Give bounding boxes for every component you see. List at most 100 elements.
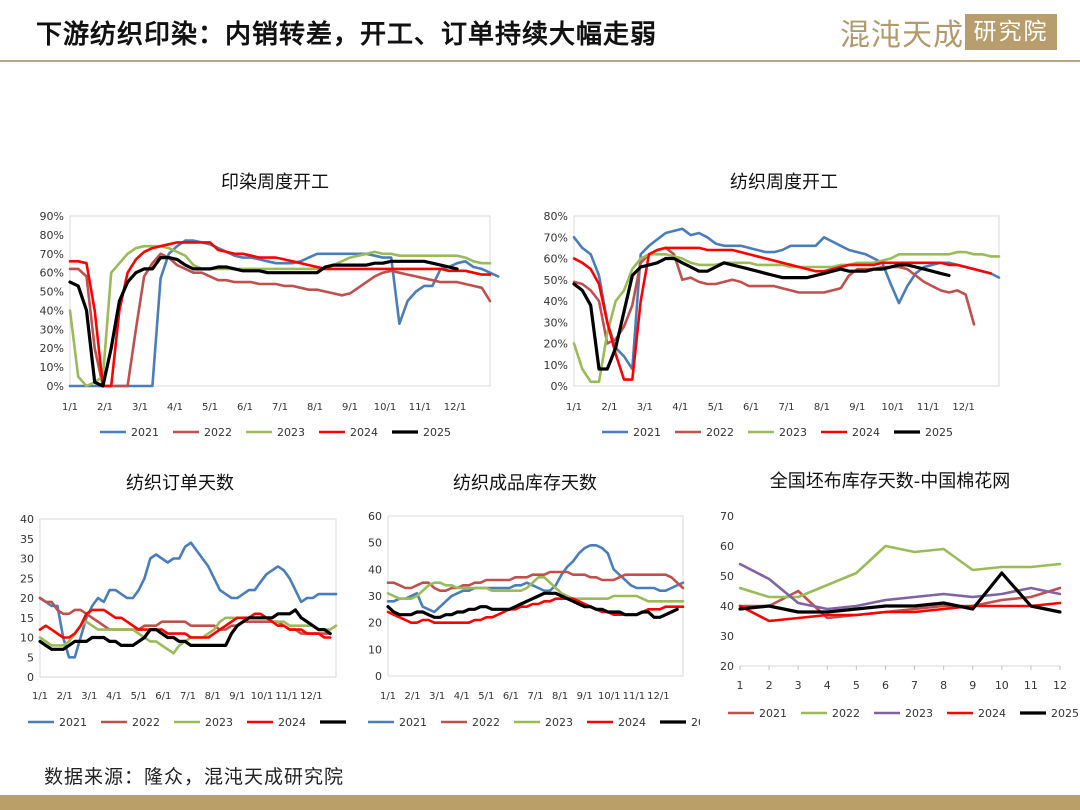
plot-area (573, 215, 1000, 387)
x-tick-label: 7/1 (272, 402, 288, 413)
series-line-2023 (38, 616, 338, 655)
legend-label-2023: 2023 (277, 426, 305, 439)
x-tick-label: 12/1 (300, 691, 322, 702)
legend-label-2022: 2022 (132, 716, 160, 729)
series-line-2023 (738, 562, 1062, 611)
x-tick-label: 11 (1024, 679, 1038, 692)
series-line-2021 (572, 227, 1001, 371)
series-line-2022 (572, 246, 976, 345)
x-tick-label: 12/1 (952, 402, 974, 413)
x-tick-label: 3/1 (132, 402, 148, 413)
y-tick-label: 60% (544, 253, 568, 266)
x-tick-label: 10/1 (882, 402, 904, 413)
y-tick-label: 40 (368, 563, 382, 576)
x-tick-label: 4/1 (672, 402, 688, 413)
x-tick-label: 9 (969, 679, 976, 692)
x-tick-label: 2/1 (57, 691, 73, 702)
series-line-2025 (386, 591, 679, 619)
chart-textile-operating-rate: 纺织周度开工 0% 10% 20% 30% 40% 50% 60% 70% 80% 1/1 2/1 3/… (544, 172, 1001, 439)
y-tick-label: 20% (40, 342, 64, 355)
legend-label-2021: 2021 (59, 716, 87, 729)
y-tick-label: 20 (20, 592, 34, 605)
chart-title: 全国坯布库存天数-中国棉花网 (770, 471, 1011, 492)
legend-label-2021: 2021 (633, 426, 661, 439)
x-tick-label: 7/1 (180, 691, 196, 702)
x-tick-label: 8/1 (814, 402, 830, 413)
x-tick-label: 1/1 (62, 402, 78, 413)
y-tick-label: 20% (544, 338, 568, 351)
legend-label-2021: 2021 (399, 716, 427, 729)
y-tick-label: 40 (20, 513, 34, 526)
series-line-2023 (572, 250, 1001, 384)
chart-finished-goods-inventory-days: 纺织成品库存天数 0 10 20 30 40 50 60 1/1 2/1 3/1 4/1 5/1 6/1 7… (368, 473, 700, 729)
y-tick-label: 0 (27, 671, 34, 684)
plot-area (387, 515, 684, 677)
legend-label-2024: 2024 (278, 716, 306, 729)
series-line-2022 (38, 596, 332, 635)
x-tick-label: 12 (1053, 679, 1067, 692)
x-tick-label: 4 (824, 679, 831, 692)
x-tick-label: 9/1 (849, 402, 865, 413)
x-tick-label: 10/1 (251, 691, 273, 702)
x-tick-label: 8/1 (205, 691, 221, 702)
y-tick-label: 30 (20, 553, 34, 566)
series-line-2024 (572, 246, 993, 381)
legend-label-2025: 2025 (925, 426, 953, 439)
series-line-2025 (572, 256, 951, 371)
y-tick-label: 90% (40, 210, 64, 223)
x-tick-label: 6/1 (503, 691, 519, 702)
x-tick-label: 1/1 (566, 402, 582, 413)
y-tick-label: 70% (40, 248, 64, 261)
x-tick-label: 5/1 (478, 691, 494, 702)
y-tick-label: 25 (20, 572, 34, 585)
x-tick-label: 10/1 (374, 402, 396, 413)
x-tick-label: 11/1 (409, 402, 431, 413)
legend-label-2024: 2024 (350, 426, 378, 439)
y-tick-label: 10% (40, 361, 64, 374)
series-line-2024 (38, 608, 332, 639)
y-tick-label: 30 (720, 630, 734, 643)
series-line-2025 (38, 608, 332, 651)
data-source-note: 数据来源：隆众，混沌天成研究院 (44, 766, 345, 788)
x-tick-label: 1/1 (32, 691, 48, 702)
x-tick-label: 4/1 (106, 691, 122, 702)
y-tick-label: 40 (720, 600, 734, 613)
y-tick-label: 10% (544, 359, 568, 372)
x-tick-label: 6/1 (743, 402, 759, 413)
x-tick-label: 12/1 (444, 402, 466, 413)
series-line-2024 (68, 241, 492, 388)
legend-label-2022: 2022 (832, 707, 860, 720)
x-tick-label: 11/1 (623, 691, 645, 702)
x-tick-label: 11/1 (917, 402, 939, 413)
y-tick-label: 80% (40, 229, 64, 242)
x-tick-label: 11/1 (275, 691, 297, 702)
x-tick-label: 3/1 (637, 402, 653, 413)
chart-textile-order-days: 纺织订单天数 0 5 10 15 20 25 30 35 40 1/1 2/1 3/1 4/1 5/1 6/1… (20, 473, 346, 729)
x-tick-label: 8/1 (552, 691, 568, 702)
x-tick-label: 9/1 (229, 691, 245, 702)
y-tick-label: 0% (47, 380, 64, 393)
chart-dyeing-operating-rate: 印染周度开工 0% 10% 20% 30% 40% 50% 60% 70% 80% 90% 1/1 2/… (40, 172, 500, 439)
logo-text: 混沌天成 (840, 18, 964, 53)
page-title: 下游纺织印染：内销转差，开工、订单持续大幅走弱 (36, 20, 658, 50)
legend-label-2022: 2022 (706, 426, 734, 439)
x-tick-label: 8 (940, 679, 947, 692)
series-line-2021 (68, 239, 500, 388)
legend-label-2023: 2023 (545, 716, 573, 729)
series-line-2024 (738, 601, 1062, 623)
x-tick-label: 10 (995, 679, 1009, 692)
y-tick-label: 50 (720, 570, 734, 583)
y-tick-label: 60% (40, 267, 64, 280)
x-tick-label: 7/1 (527, 691, 543, 702)
plot-area (69, 215, 491, 387)
y-tick-label: 30 (368, 590, 382, 603)
y-tick-label: 0% (551, 380, 568, 393)
y-tick-label: 15 (20, 612, 34, 625)
series-line-2022 (68, 252, 492, 388)
legend-label-2021: 2021 (131, 426, 159, 439)
x-tick-label: 6/1 (237, 402, 253, 413)
logo-seal: 研究院 (965, 14, 1057, 50)
x-tick-label: 8/1 (307, 402, 323, 413)
x-tick-label: 4/1 (167, 402, 183, 413)
series-line-2021 (386, 544, 685, 614)
